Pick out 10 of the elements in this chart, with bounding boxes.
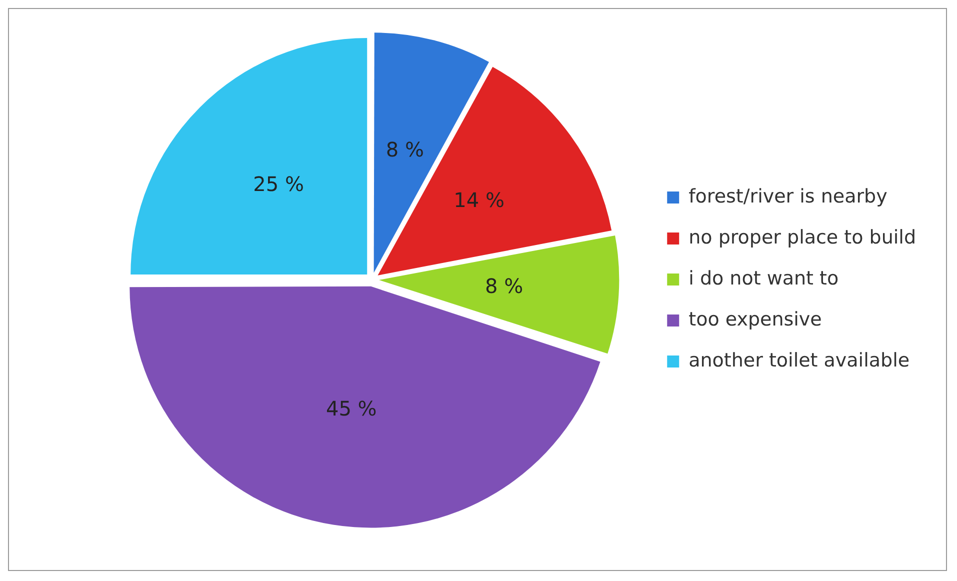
legend-label: forest/river is nearby bbox=[688, 185, 888, 208]
legend-label: i do not want to bbox=[688, 267, 839, 290]
data-label: 14 % bbox=[454, 188, 504, 212]
data-label: 8 % bbox=[386, 138, 424, 162]
data-label: 25 % bbox=[253, 172, 304, 196]
legend-label: no proper place to build bbox=[688, 226, 916, 248]
data-label: 45 % bbox=[326, 396, 377, 420]
legend-label: too expensive bbox=[688, 308, 822, 330]
legend-label: another toilet available bbox=[688, 349, 910, 372]
data-label: 8 % bbox=[485, 274, 524, 298]
